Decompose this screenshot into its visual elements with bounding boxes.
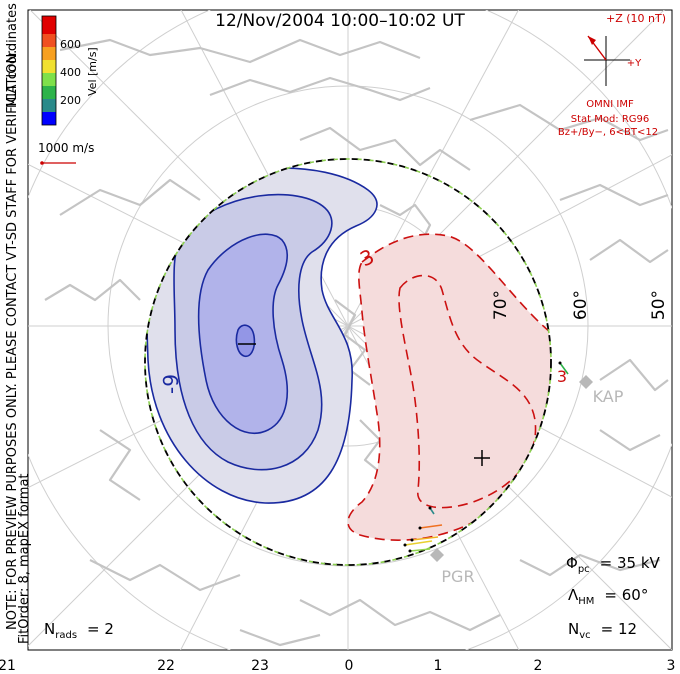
mlt-label-0: 0 — [345, 658, 354, 674]
coordinate-system: MLT coordinates — [5, 3, 20, 108]
vector-count: Nvc = 12 — [568, 620, 637, 641]
svg-text:Nrads= 2: Nrads = 2 — [44, 620, 114, 641]
mlt-label-3: 3 — [667, 658, 676, 674]
colorbar-segment — [42, 99, 56, 112]
mlt-label-21: 21 — [0, 658, 16, 674]
lat-label-60: 60° — [571, 290, 591, 320]
colorbar-segment — [42, 86, 56, 99]
neg-contour-label: -9 — [159, 374, 183, 394]
mlt-label-1: 1 — [434, 658, 443, 674]
velocity-colorbar — [41, 15, 57, 126]
stat-model-line2: Bz+/By−, 6<BT<12 — [558, 127, 658, 138]
lat-label-70: 70° — [491, 290, 511, 320]
station-marker-kap — [579, 375, 593, 389]
colorbar-segment — [42, 60, 56, 73]
coastlines — [44, 38, 669, 647]
mlt-label-2: 2 — [534, 658, 543, 674]
station-label-pgr: PGR — [441, 567, 474, 586]
negative-cell — [145, 167, 378, 504]
colorbar-segment — [42, 47, 56, 60]
potential-max-marker — [474, 450, 490, 466]
hm-latitude: ΛHM = 60° — [568, 586, 648, 607]
vector-scale-label: 1000 m/s — [38, 141, 94, 155]
radar-count: Nrads = 2 — [44, 620, 114, 641]
hm-boundary-vectors — [144, 158, 552, 566]
imf-source: OMNI IMF — [586, 99, 634, 110]
cross-polar-potential: Φpc = 35 kV — [566, 554, 661, 575]
station-label-kap: KAP — [593, 387, 624, 406]
neg-contour-core — [235, 324, 256, 358]
colorbar-title: Vel [m/s] — [86, 47, 99, 96]
svg-text:ΛHM= 60°: ΛHM = 60° — [568, 586, 648, 607]
mlt-axis: 21 22 23 0 1 2 3 — [0, 658, 675, 674]
pos-contour-label-right: 3 — [557, 367, 567, 386]
colorbar-tick-600: 600 — [60, 38, 81, 51]
positive-cell — [347, 233, 551, 541]
fit-order: FitOrder: 8, mapEX format — [17, 473, 32, 644]
imf-z-label: +Z (10 nT) — [606, 12, 666, 25]
svg-text:Φpc= 35 kV: Φpc = 35 kV — [566, 554, 661, 575]
colorbar-segment — [42, 34, 56, 47]
stat-model-line1: Stat Mod: RG96 — [571, 114, 650, 125]
colorbar-tick-400: 400 — [60, 66, 81, 79]
colorbar-segment — [42, 112, 56, 125]
mlt-label-22: 22 — [157, 658, 175, 674]
pos-contour-outer — [347, 233, 551, 541]
imf-dial — [584, 35, 630, 86]
svg-text:Nvc= 12: Nvc = 12 — [568, 620, 637, 641]
imf-y-label: +Y — [627, 58, 642, 69]
plot-frame — [27, 9, 673, 651]
map-title: 12/Nov/2004 10:00–10:02 UT — [215, 11, 465, 31]
mlt-label-23: 23 — [251, 658, 269, 674]
preview-note: NOTE: FOR PREVIEW PURPOSES ONLY. PLEASE … — [5, 50, 20, 630]
station-marker-pgr — [430, 548, 444, 562]
lat-label-50: 50° — [649, 290, 669, 320]
colorbar-tick-200: 200 — [60, 94, 81, 107]
velocity-vectors — [404, 362, 569, 552]
colorbar-segment — [42, 16, 56, 34]
colorbar-segment — [42, 73, 56, 86]
